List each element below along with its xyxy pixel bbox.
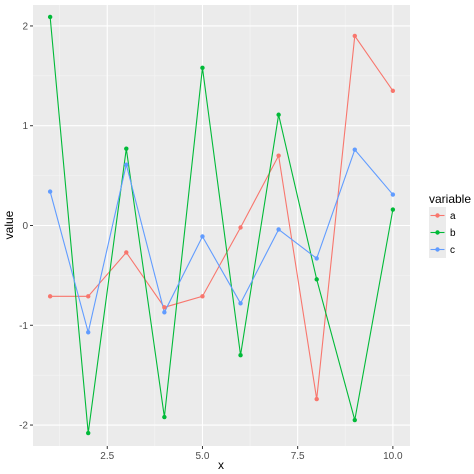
data-point-c: [162, 310, 167, 315]
legend-key-point-a: [435, 213, 440, 218]
data-point-a: [124, 250, 129, 255]
x-axis: 2.5 5.0 7.5 10.0: [100, 446, 403, 462]
y-axis-title: value: [2, 210, 16, 239]
x-axis-title: x: [218, 458, 224, 472]
series-lines: [49, 16, 394, 434]
data-point-b: [162, 414, 167, 420]
data-point-c: [238, 301, 243, 306]
data-point-a: [238, 225, 243, 230]
data-point-b: [47, 14, 53, 20]
data-point-c: [86, 330, 91, 335]
series-line-a: [50, 34, 394, 400]
data-point-c: [124, 162, 129, 167]
data-point-a: [200, 294, 205, 299]
data-point-a: [390, 88, 396, 94]
y-tick-label: 0: [22, 221, 28, 232]
series-line-b: [49, 16, 394, 434]
y-tick-label: -2: [19, 421, 28, 432]
data-point-b: [314, 277, 319, 282]
data-point-a: [86, 294, 91, 299]
data-point-c: [352, 147, 357, 152]
y-tick-label: -1: [19, 321, 28, 332]
data-point-c: [314, 256, 319, 261]
data-point-b: [352, 417, 357, 423]
legend: variable abc: [429, 192, 471, 258]
legend-label-a: a: [450, 211, 456, 222]
data-point-c: [47, 189, 53, 194]
data-point-b: [200, 65, 205, 71]
data-point-b: [390, 207, 396, 212]
x-tick-label: 7.5: [291, 451, 305, 462]
legend-label-b: b: [450, 228, 456, 239]
data-point-b: [276, 112, 281, 117]
data-point-a: [352, 33, 357, 39]
data-point-a: [162, 305, 167, 310]
data-point-a: [314, 396, 319, 402]
series-line-c: [49, 148, 394, 333]
legend-key-point-b: [435, 230, 440, 235]
x-tick-label: 2.5: [100, 451, 114, 462]
series-points: [47, 14, 396, 436]
data-point-b: [238, 353, 243, 358]
y-tick-label: 2: [22, 21, 28, 32]
y-tick-label: 1: [22, 121, 28, 132]
legend-title: variable: [429, 192, 471, 206]
data-point-a: [276, 153, 281, 158]
legend-key-point-c: [435, 247, 440, 252]
x-tick-label: 5.0: [196, 451, 210, 462]
major-gridlines: [33, 5, 410, 446]
legend-label-c: c: [450, 245, 455, 256]
data-point-c: [276, 227, 281, 232]
data-point-b: [124, 146, 129, 151]
data-point-c: [390, 192, 396, 197]
data-point-c: [200, 234, 205, 239]
y-axis: -2 -1 0 1 2: [19, 21, 33, 432]
data-point-a: [47, 294, 53, 299]
data-point-b: [86, 430, 91, 436]
x-tick-label: 10.0: [383, 451, 403, 462]
